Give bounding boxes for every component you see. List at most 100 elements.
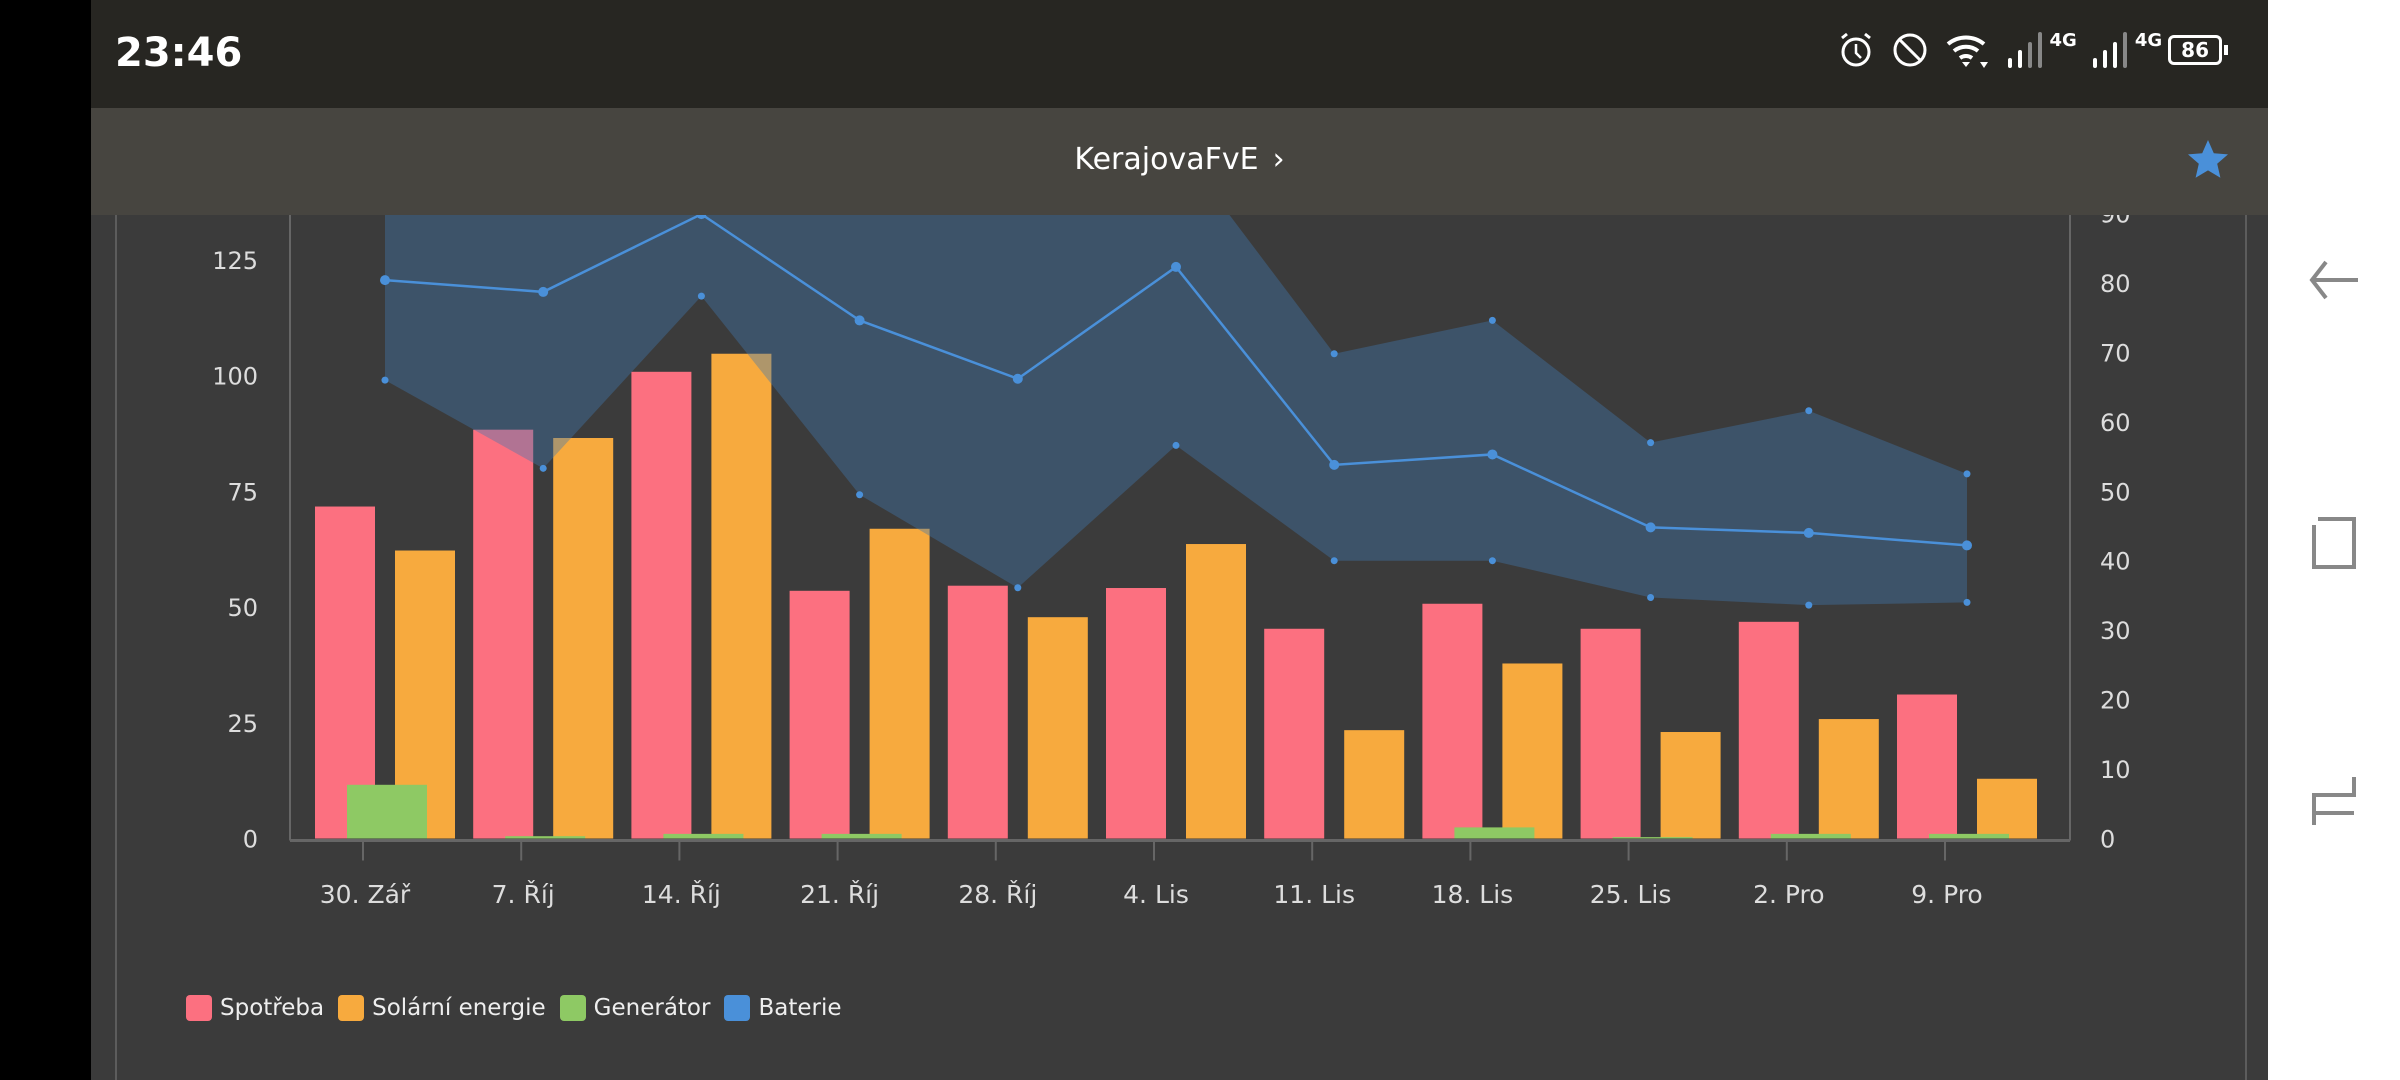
battery-max-point xyxy=(1963,470,1971,478)
right-tick-label: 10 xyxy=(2100,756,2131,784)
legend-item[interactable]: Baterie xyxy=(724,995,842,1021)
left-tick-label: 25 xyxy=(227,710,258,738)
bar-solarni-energie xyxy=(1660,732,1721,839)
battery-max-point xyxy=(1488,316,1496,324)
status-icons: 4G 4G 86 xyxy=(1836,30,2228,70)
bar-spotreba xyxy=(1422,603,1483,839)
x-tick-label: 2. Pro xyxy=(1753,880,1824,909)
left-tick-label: 100 xyxy=(212,363,258,391)
x-tick-label: 28. Říj xyxy=(958,880,1037,909)
navigation-bar xyxy=(2268,0,2400,1080)
right-tick-label: 20 xyxy=(2100,687,2131,715)
bar-generator xyxy=(347,784,427,839)
left-tick-label: 125 xyxy=(212,247,258,275)
battery-point xyxy=(1329,459,1340,470)
legend-label: Spotřeba xyxy=(220,995,325,1021)
x-tick-label: 4. Lis xyxy=(1123,880,1189,909)
status-time: 23:46 xyxy=(115,30,243,76)
battery-max-point xyxy=(1647,439,1655,447)
battery-point xyxy=(1645,522,1656,533)
bar-solarni-energie xyxy=(869,528,930,839)
alarm-icon xyxy=(1840,32,1871,67)
bar-solarni-energie xyxy=(1818,719,1879,839)
battery-min-point xyxy=(1014,584,1022,592)
back-icon[interactable] xyxy=(2304,250,2364,310)
chart-legend: Spotřeba Solární energie Generátor Baterie xyxy=(186,995,842,1021)
battery-point xyxy=(1171,261,1181,272)
bar-spotreba xyxy=(1264,628,1325,839)
legend-item[interactable]: Solární energie xyxy=(338,995,546,1021)
left-tick-label: 50 xyxy=(227,594,258,622)
battery-point xyxy=(1803,527,1814,538)
battery-point xyxy=(854,315,865,326)
battery-point xyxy=(1012,373,1023,384)
bar-generator xyxy=(1770,833,1851,839)
legend-label: Baterie xyxy=(758,995,842,1021)
site-title: KerajovaFvE xyxy=(1074,142,1259,177)
right-tick-label: 30 xyxy=(2100,617,2131,645)
bar-generator xyxy=(1929,833,2009,839)
legend-item[interactable]: Generátor xyxy=(559,995,711,1021)
bar-generator xyxy=(663,833,744,839)
battery-point xyxy=(1962,540,1972,551)
bar-spotreba xyxy=(1738,621,1799,839)
battery-min-point xyxy=(856,491,864,499)
signal-icon xyxy=(2092,32,2127,68)
x-tick-label: 30. Zář xyxy=(320,880,411,909)
legend-swatch xyxy=(186,995,212,1021)
battery-max-point xyxy=(1805,407,1813,415)
signal-icon xyxy=(2007,32,2042,68)
left-edge xyxy=(0,0,91,1080)
x-tick-label: 9. Pro xyxy=(1911,880,1982,909)
bar-spotreba xyxy=(473,429,534,839)
do-not-disturb-icon xyxy=(1893,33,1927,67)
battery-min-point xyxy=(1805,601,1813,609)
bar-generator xyxy=(821,833,902,839)
x-tick-label: 14. Říj xyxy=(642,880,721,909)
bar-spotreba xyxy=(1897,694,1957,839)
site-selector[interactable]: KerajovaFvE › xyxy=(91,142,2268,177)
bar-spotreba xyxy=(1580,628,1641,839)
network-type-label: 4G xyxy=(2049,29,2077,51)
home-icon[interactable] xyxy=(2304,773,2364,833)
bar-generator xyxy=(505,836,586,839)
bar-generator xyxy=(1454,827,1535,839)
battery-min-point xyxy=(381,376,389,384)
legend-swatch xyxy=(338,995,365,1021)
left-tick-label: 0 xyxy=(243,826,258,854)
right-tick-label: 50 xyxy=(2100,478,2131,506)
bar-spotreba xyxy=(315,506,375,839)
bar-spotreba xyxy=(947,585,1008,839)
status-bar: 23:46 4G 4G 86 xyxy=(91,0,2268,108)
star-icon[interactable] xyxy=(2184,136,2232,184)
battery-point xyxy=(1487,449,1498,460)
recents-icon[interactable] xyxy=(2304,513,2364,573)
legend-label: Solární energie xyxy=(372,995,546,1021)
battery-max-point xyxy=(1330,350,1338,358)
bar-solarni-energie xyxy=(1344,730,1405,839)
bar-spotreba xyxy=(631,371,692,839)
right-tick-label: 80 xyxy=(2100,270,2131,298)
right-tick-label: 70 xyxy=(2100,339,2131,367)
card-border-right xyxy=(2245,215,2247,1080)
x-tick-label: 7. Říj xyxy=(492,880,555,909)
battery-point xyxy=(380,275,390,286)
legend-swatch xyxy=(724,995,751,1021)
right-tick-label: 0 xyxy=(2100,826,2115,854)
battery-min-point xyxy=(1963,598,1971,606)
x-tick-label: 18. Lis xyxy=(1432,880,1514,909)
battery-min-point xyxy=(1172,441,1180,449)
battery-min-point xyxy=(1647,594,1655,602)
right-tick-label: 40 xyxy=(2100,548,2131,576)
card-border-left xyxy=(115,215,117,1080)
battery-min-point xyxy=(1330,557,1338,565)
network-type-label: 4G xyxy=(2134,29,2163,51)
right-tick-label: 60 xyxy=(2100,409,2131,437)
bar-solarni-energie xyxy=(711,353,772,839)
legend-item[interactable]: Spotřeba xyxy=(186,995,324,1021)
bar-solarni-energie xyxy=(553,438,614,839)
battery-min-point xyxy=(1488,557,1496,565)
legend-label: Generátor xyxy=(593,995,711,1021)
chevron-right-icon: › xyxy=(1272,142,1285,177)
